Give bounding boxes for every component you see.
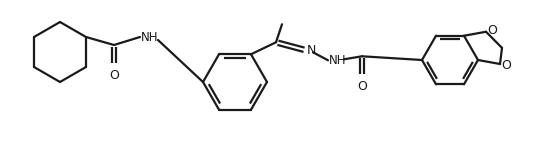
Text: O: O bbox=[501, 58, 511, 71]
Text: O: O bbox=[487, 24, 497, 37]
Text: O: O bbox=[109, 69, 119, 82]
Text: N: N bbox=[307, 44, 316, 57]
Text: O: O bbox=[357, 80, 367, 93]
Text: NH: NH bbox=[141, 30, 158, 44]
Text: NH: NH bbox=[329, 54, 346, 67]
